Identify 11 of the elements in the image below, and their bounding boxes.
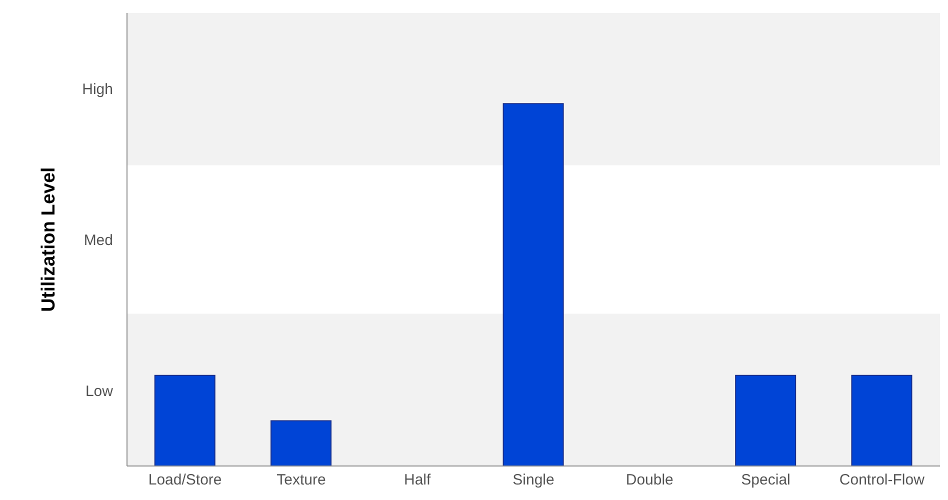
x-tick-label: Special — [741, 472, 790, 489]
x-tick-label: Half — [404, 472, 432, 489]
text: High — [82, 80, 113, 98]
x-tick-label: Load/Store — [148, 472, 222, 489]
x-tick-label: Texture — [276, 472, 326, 489]
text: Low — [85, 382, 114, 400]
y-axis-title: Utilization Level — [38, 167, 60, 312]
x-tick-label: Control-Flow — [839, 472, 925, 489]
x-tick-label: Double — [626, 472, 674, 489]
x-tick-label: Single — [512, 472, 554, 489]
text: Med — [84, 232, 113, 249]
